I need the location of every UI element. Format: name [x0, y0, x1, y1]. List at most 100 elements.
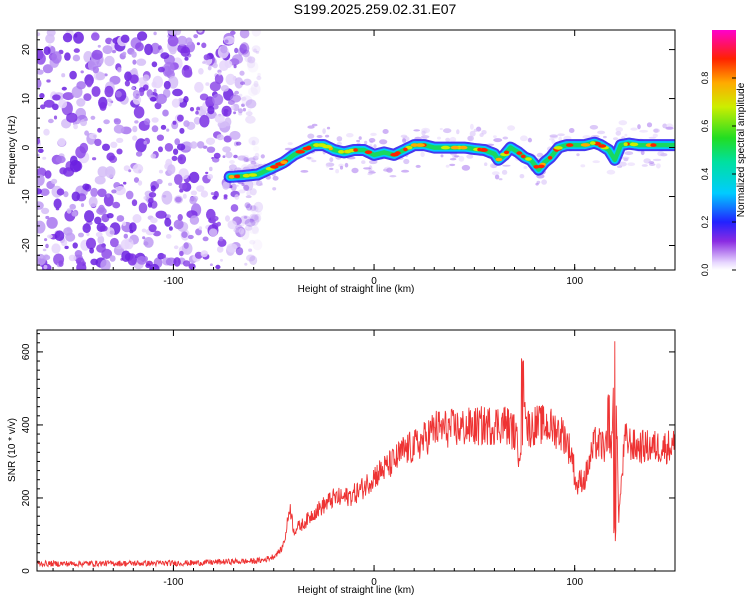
ridge-halo-blob: [306, 156, 312, 160]
noise-blob: [172, 88, 183, 97]
noise-blob: [63, 191, 69, 198]
ridge-halo-blob: [630, 127, 638, 131]
noise-blob: [232, 103, 240, 112]
noise-blob: [153, 31, 157, 36]
ridge-halo-blob: [568, 128, 575, 133]
ridge-halo-blob: [389, 175, 397, 178]
ridge-halo-blob: [402, 138, 407, 143]
noise-blob: [71, 191, 81, 202]
ridge-halo-blob: [652, 128, 660, 133]
ridge-halo-blob: [523, 166, 528, 169]
ridge-halo-blob: [641, 164, 648, 167]
colorbar-label: Normalized spectral amplitude: [736, 82, 747, 217]
ridge-halo-blob: [287, 142, 293, 146]
noise-blob: [90, 115, 96, 120]
spectrogram-x-tick-label: -100: [163, 276, 183, 287]
noise-blob: [62, 92, 74, 101]
ridge-halo-blob: [368, 159, 378, 165]
ridge-halo-blob: [260, 154, 265, 159]
noise-blob: [45, 243, 49, 249]
colorbar-tick-label: 0.0: [700, 264, 710, 277]
noise-blob: [150, 42, 161, 55]
ridge-halo-blob: [403, 158, 410, 165]
noise-blob: [138, 202, 148, 214]
noise-blob: [230, 105, 235, 110]
snr-frame: [36, 329, 676, 572]
noise-blob: [97, 188, 107, 198]
ridge-halo-blob: [656, 163, 661, 169]
noise-blob: [251, 30, 261, 37]
noise-blob: [177, 35, 188, 46]
noise-blob: [45, 215, 50, 220]
noise-blob: [243, 184, 250, 191]
noise-blob: [247, 56, 256, 64]
noise-blob: [83, 117, 88, 122]
spectrogram-y-tick-label: 20: [21, 44, 32, 56]
noise-blob: [148, 197, 154, 204]
noise-blob: [207, 173, 214, 180]
noise-blob: [37, 148, 44, 153]
noise-blob: [142, 74, 150, 82]
noise-blob: [207, 106, 215, 115]
ridge-hot-spot: [630, 142, 635, 146]
noise-blob: [145, 263, 151, 269]
noise-blob: [148, 224, 157, 233]
noise-blob: [113, 124, 125, 134]
noise-blob: [125, 190, 134, 200]
ridge-halo-blob: [493, 135, 497, 139]
noise-blob: [209, 166, 213, 172]
ridge-halo-blob: [437, 136, 441, 140]
noise-blob: [110, 141, 118, 148]
ridge-halo-blob: [640, 150, 645, 156]
noise-blob: [133, 177, 140, 183]
spectrogram-x-ticks: -100 0 100: [52, 30, 676, 287]
noise-blob: [149, 96, 157, 102]
noise-blob: [156, 134, 164, 141]
noise-blob: [226, 243, 238, 253]
noise-blob: [245, 111, 253, 116]
noise-blob: [68, 254, 77, 262]
noise-blob: [161, 190, 173, 205]
ridge-halo-blob: [549, 138, 554, 141]
snr-y-tick-label: 0: [21, 568, 32, 574]
noise-blob: [253, 201, 264, 213]
ridge-halo-blob: [580, 164, 586, 168]
noise-blob: [52, 94, 61, 101]
noise-blob: [128, 169, 132, 173]
ridge-halo-blob: [311, 123, 318, 127]
noise-blob: [156, 178, 163, 185]
snr-x-tick-label: 0: [371, 577, 377, 588]
noise-blob: [166, 128, 170, 132]
noise-blob: [157, 252, 165, 260]
noise-blob: [250, 83, 261, 95]
noise-blob: [246, 254, 256, 262]
noise-blob: [97, 44, 101, 48]
spectrogram-y-ticks: -20 -10 0 10 20: [21, 29, 675, 266]
noise-blob: [193, 116, 201, 125]
noise-blob: [223, 135, 232, 143]
ridge-hot-spot: [580, 143, 591, 147]
noise-blob: [171, 155, 178, 162]
ridge-halo-blob: [527, 137, 533, 143]
ridge-halo-blob: [247, 163, 255, 169]
noise-blob: [194, 81, 204, 93]
noise-blob: [181, 231, 188, 238]
noise-blob: [51, 51, 62, 64]
noise-blob: [109, 230, 115, 235]
noise-blob: [91, 32, 100, 41]
snr-x-label: Height of straight line (km): [298, 585, 415, 596]
noise-blob: [113, 118, 121, 125]
noise-blob: [209, 263, 213, 267]
noise-blob: [224, 117, 232, 127]
ridge-halo-blob: [363, 167, 372, 170]
noise-blob: [97, 127, 102, 133]
noise-blob: [216, 246, 224, 253]
noise-blob: [233, 64, 237, 69]
noise-blob: [76, 98, 86, 107]
noise-blob: [39, 93, 45, 99]
ridge-halo-blob: [356, 139, 361, 143]
noise-blob: [157, 45, 162, 50]
noise-blob: [184, 69, 193, 78]
ridge-halo-blob: [498, 178, 503, 181]
snr-series-line: [37, 341, 675, 569]
